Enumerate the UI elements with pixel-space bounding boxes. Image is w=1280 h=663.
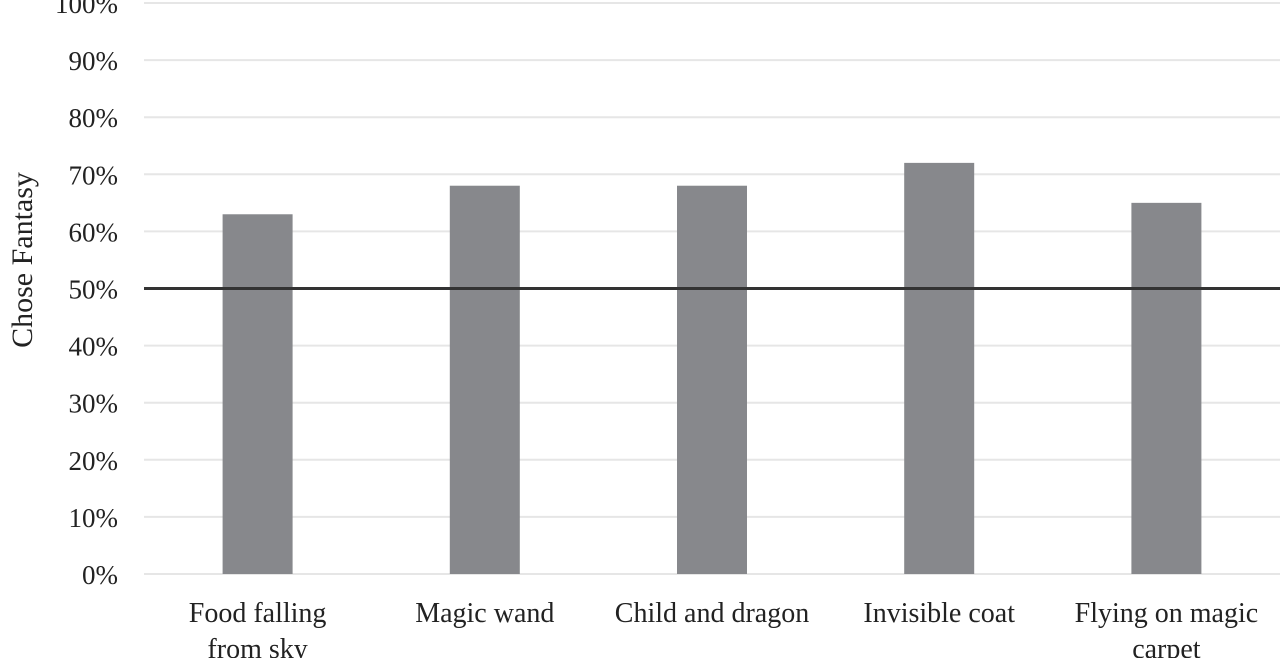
x-tick-label-line: Food falling xyxy=(189,598,327,629)
bar xyxy=(904,162,975,574)
x-tick-label: Flying on magic carpet xyxy=(1075,598,1259,658)
y-tick-label: 90% xyxy=(69,46,119,76)
x-tick-label-line: Child and dragon xyxy=(615,598,809,629)
x-tick-label-line: Invisible coat xyxy=(863,598,1015,629)
y-tick-label: 80% xyxy=(69,103,119,133)
x-tick-label-line: Flying on magic xyxy=(1075,598,1259,629)
y-tick-label: 20% xyxy=(69,446,119,476)
y-tick-label: 70% xyxy=(69,160,119,190)
y-tick-label: 30% xyxy=(69,389,119,419)
bars xyxy=(222,162,1202,574)
x-tick-label: Child and dragon xyxy=(615,598,809,629)
x-tick-label: Invisible coat xyxy=(863,598,1015,629)
y-tick-label: 10% xyxy=(69,503,119,533)
x-tick-label-line: Magic wand xyxy=(415,598,554,629)
y-tick-label: 0% xyxy=(82,560,118,590)
bar xyxy=(449,185,520,574)
x-tick-labels: Food falling from sky Magic wand Child and … xyxy=(189,598,1259,663)
x-tick-label-line: carpet xyxy=(1132,634,1201,658)
bar xyxy=(1131,202,1202,574)
y-tick-labels: 0% 10% 20% 30% 40% 50% 60% 70% 80% 90% 100% xyxy=(55,0,118,590)
y-tick-label: 100% xyxy=(55,0,118,19)
bar xyxy=(677,185,747,574)
x-tick-label: Magic wand xyxy=(415,598,554,629)
y-tick-label: 40% xyxy=(69,332,119,362)
bar xyxy=(222,214,293,574)
x-tick-label: Food falling from sky xyxy=(189,598,327,658)
y-tick-label: 50% xyxy=(69,275,119,305)
y-axis-label: Chose Fantasy xyxy=(6,172,39,348)
x-tick-label-line: from sky xyxy=(207,634,307,658)
y-tick-label: 60% xyxy=(69,217,119,247)
